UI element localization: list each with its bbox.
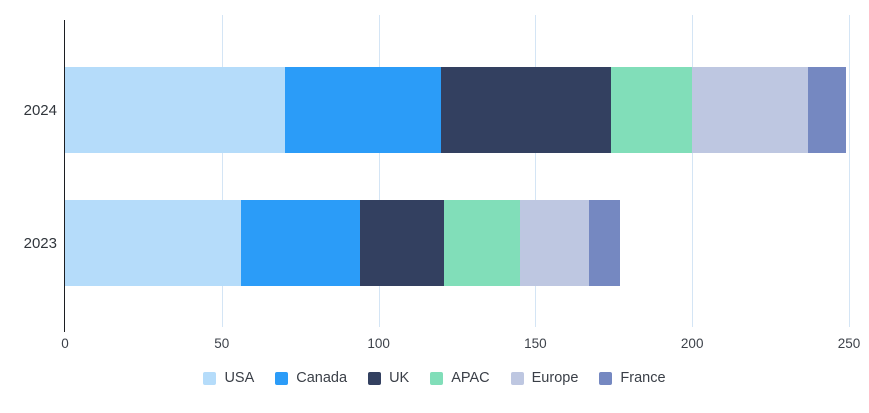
bar-segment-2023-europe[interactable] xyxy=(519,200,589,286)
legend-item-canada[interactable]: Canada xyxy=(275,370,347,386)
x-tick-label-250: 250 xyxy=(837,336,861,351)
bar-row-2024 xyxy=(65,67,846,153)
x-tick-label-100: 100 xyxy=(367,336,390,351)
x-tick-label-150: 150 xyxy=(524,336,547,351)
gridline-150 xyxy=(535,15,537,327)
y-axis-line xyxy=(64,20,65,332)
legend-swatch-apac xyxy=(430,371,444,385)
legend-swatch-usa xyxy=(203,371,217,385)
gridline-250 xyxy=(849,15,850,327)
legend: USA Canada UK APAC Europe France xyxy=(0,370,869,386)
bar-segment-2023-france[interactable] xyxy=(588,200,621,286)
bar-segment-2023-apac[interactable] xyxy=(444,200,520,286)
legend-label-uk: UK xyxy=(389,370,410,386)
legend-item-france[interactable]: France xyxy=(599,370,666,386)
legend-swatch-france xyxy=(599,371,613,385)
legend-item-usa[interactable]: USA xyxy=(203,370,254,386)
legend-label-canada: Canada xyxy=(296,370,348,386)
legend-label-usa: USA xyxy=(224,370,255,386)
bar-segment-2023-usa[interactable] xyxy=(65,200,241,286)
legend-item-uk[interactable]: UK xyxy=(368,370,409,386)
bar-segment-2024-canada[interactable] xyxy=(284,67,442,153)
bar-segment-2024-europe[interactable] xyxy=(692,67,809,153)
gridline-200 xyxy=(692,15,694,327)
x-tick-label-50: 50 xyxy=(214,336,230,351)
bar-segment-2024-usa[interactable] xyxy=(65,67,285,153)
legend-label-apac: APAC xyxy=(451,370,490,386)
bar-segment-2024-uk[interactable] xyxy=(441,67,611,153)
y-category-label-2024: 2024 xyxy=(23,101,57,119)
legend-swatch-uk xyxy=(368,371,382,385)
x-tick-label-200: 200 xyxy=(680,336,704,351)
gridline-100 xyxy=(378,15,380,327)
legend-item-apac[interactable]: APAC xyxy=(430,370,490,386)
legend-item-europe[interactable]: Europe xyxy=(510,370,579,386)
bar-segment-2023-uk[interactable] xyxy=(359,200,445,286)
bar-segment-2024-france[interactable] xyxy=(808,67,846,153)
bar-row-2023 xyxy=(65,200,621,286)
legend-swatch-canada xyxy=(275,371,289,385)
plot-area xyxy=(65,15,850,327)
x-tick-label-0: 0 xyxy=(61,336,69,351)
bar-segment-2024-apac[interactable] xyxy=(610,67,693,153)
legend-swatch-europe xyxy=(510,371,524,385)
legend-label-europe: Europe xyxy=(531,370,579,386)
legend-label-france: France xyxy=(620,370,666,386)
y-category-label-2023: 2023 xyxy=(23,234,57,252)
gridline-50 xyxy=(221,15,223,327)
bar-segment-2023-canada[interactable] xyxy=(240,200,360,286)
